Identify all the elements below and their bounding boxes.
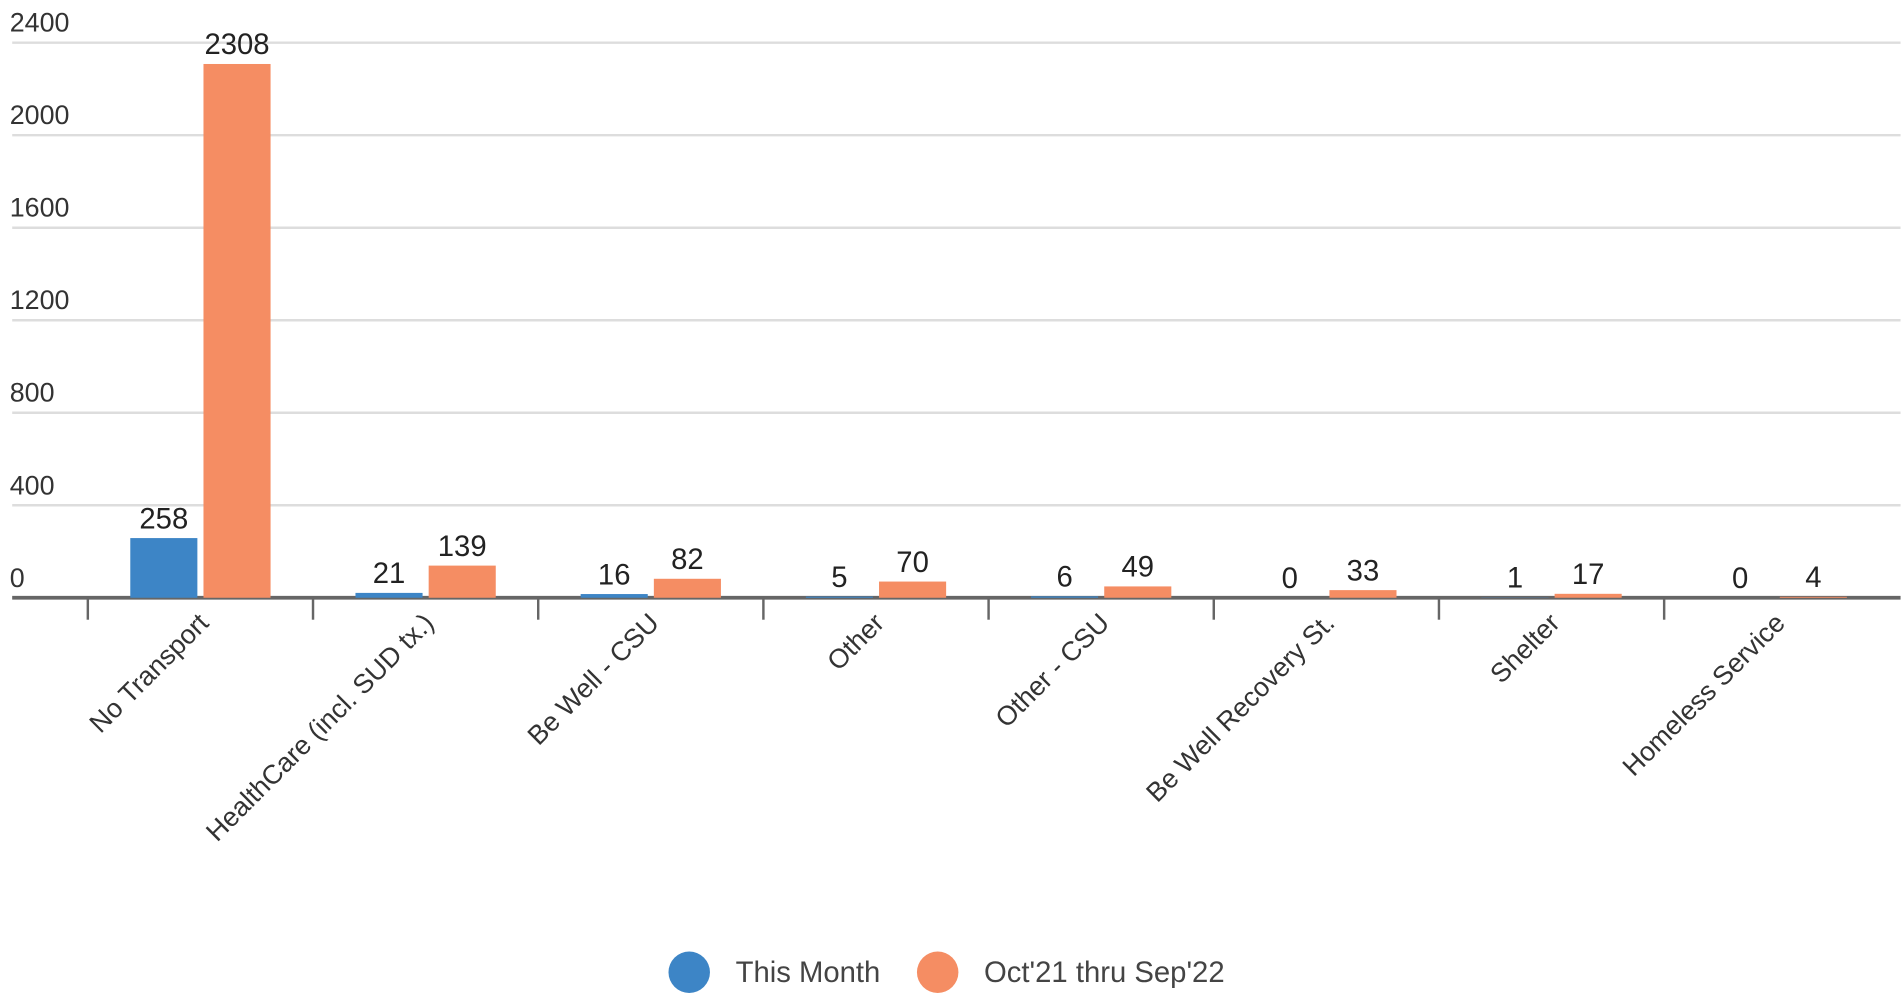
value-label: 2308 <box>204 29 269 61</box>
bar <box>203 63 271 598</box>
x-tick-label: No Transport <box>84 607 215 738</box>
value-label: 1 <box>1507 563 1523 595</box>
legend-swatch <box>916 951 959 993</box>
bar <box>580 594 648 598</box>
y-tick-label: 0 <box>10 563 25 593</box>
value-label: 16 <box>598 559 631 591</box>
bar <box>1554 593 1622 598</box>
x-tick-label: Shelter <box>1484 608 1565 689</box>
bar <box>1104 586 1172 598</box>
y-tick-label: 800 <box>10 378 55 408</box>
x-tick-label: Other <box>821 608 890 677</box>
value-label: 0 <box>1732 563 1748 595</box>
value-label: 139 <box>438 531 487 563</box>
legend-label: Oct'21 thru Sep'22 <box>984 957 1225 989</box>
bar <box>1031 596 1099 598</box>
bar <box>1779 596 1847 598</box>
bar <box>805 596 873 598</box>
value-label: 4 <box>1805 562 1821 594</box>
y-tick-label: 1600 <box>10 193 70 223</box>
bar <box>130 538 198 598</box>
value-label: 49 <box>1121 552 1154 584</box>
legend-label: This Month <box>736 957 881 989</box>
bar <box>428 565 496 598</box>
value-label: 82 <box>671 544 704 576</box>
value-label: 70 <box>896 547 929 579</box>
value-label: 21 <box>373 558 406 590</box>
y-tick-label: 2400 <box>10 8 70 38</box>
value-label: 258 <box>139 503 188 535</box>
x-tick-label: HealthCare (incl. SUD tx.) <box>200 608 439 847</box>
legend-swatch <box>668 951 710 993</box>
x-tick-label: Be Well - CSU <box>522 608 665 751</box>
x-tick-label: Be Well Recovery St. <box>1140 608 1340 808</box>
value-label: 5 <box>831 562 847 594</box>
value-label: 17 <box>1572 559 1605 591</box>
bar <box>1329 590 1397 598</box>
value-label: 0 <box>1282 563 1298 595</box>
bar <box>355 592 423 598</box>
y-tick-label: 400 <box>10 470 55 500</box>
value-label: 6 <box>1056 562 1072 594</box>
y-tick-label: 1200 <box>10 285 70 315</box>
x-tick-label: Other - CSU <box>990 608 1116 734</box>
y-tick-label: 2000 <box>10 100 70 130</box>
bar <box>653 578 721 598</box>
x-tick-label: Homeless Service <box>1617 608 1791 782</box>
bar <box>879 581 947 598</box>
value-label: 33 <box>1347 555 1380 587</box>
